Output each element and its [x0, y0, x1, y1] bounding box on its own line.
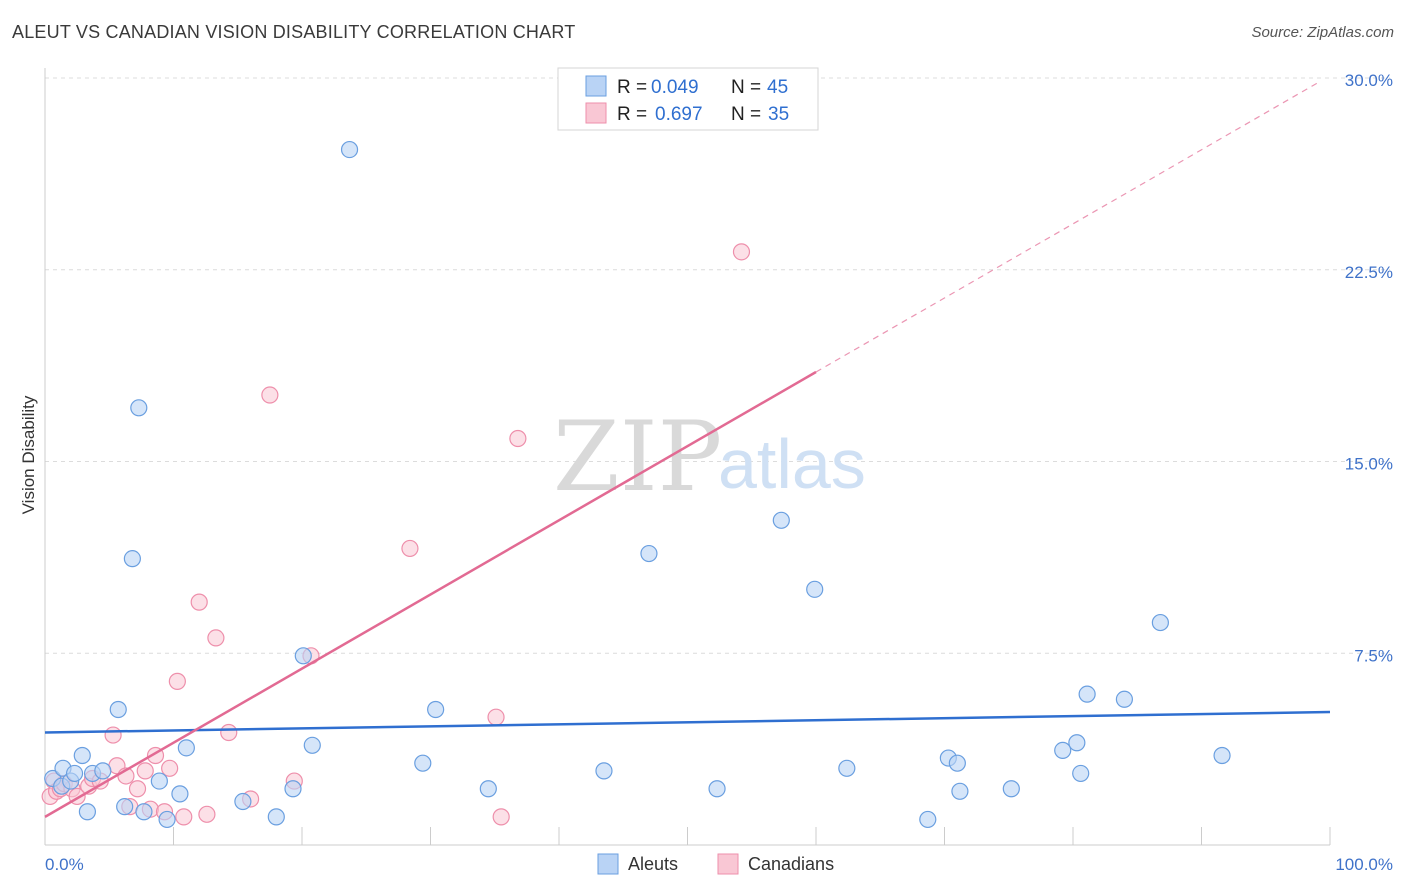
canadian-r-label: R = [617, 104, 647, 125]
watermark-zip: ZIP [553, 401, 722, 513]
tick-labels: 7.5% 15.0% 22.5% 30.0% 0.0% 100.0% [45, 71, 1393, 874]
aleut-point [284, 780, 302, 798]
x-tick-label: 100.0% [1335, 855, 1393, 874]
aleut-point [1068, 734, 1086, 752]
watermark: ZIP atlas [553, 401, 866, 513]
aleut-point [171, 785, 189, 803]
source-credit: Source: ZipAtlas.com [1251, 24, 1394, 41]
aleut-r-label: R = [617, 77, 647, 98]
aleut-point [919, 810, 937, 829]
aleut-point [158, 810, 176, 829]
aleut-point [116, 798, 134, 816]
canadian-point [487, 708, 505, 726]
canadian-point [198, 805, 216, 823]
aleut-point [806, 580, 824, 598]
aleut-point [267, 808, 285, 826]
aleut-n-value: 45 [767, 77, 788, 98]
y-tick-label: 22.5% [1345, 263, 1393, 282]
aleut-point [640, 544, 658, 563]
aleut-point [1072, 764, 1090, 783]
aleut-point [73, 746, 91, 765]
y-tick-label: 15.0% [1345, 455, 1393, 474]
series-legend: Aleuts Canadians [597, 853, 834, 875]
axis-layer [44, 68, 1331, 846]
aleut-point [150, 772, 168, 790]
y-tick-label: 7.5% [1354, 646, 1393, 665]
aleut-point [135, 803, 153, 821]
aleut-point [234, 792, 252, 811]
aleut-point [1213, 746, 1231, 765]
canadian-n-label: N = [731, 104, 761, 125]
canadian-point [492, 808, 510, 826]
chart-title: ALEUT VS CANADIAN VISION DISABILITY CORR… [12, 22, 576, 42]
aleuts-legend-label: Aleuts [628, 854, 678, 874]
aleut-point [427, 700, 445, 719]
canadian-point [136, 762, 154, 780]
canadian-point [401, 539, 419, 558]
aleut-point [65, 764, 84, 783]
aleut-point [838, 759, 856, 777]
aleut-point [94, 762, 112, 780]
aleut-r-value: 0.049 [651, 77, 699, 98]
aleuts-points [44, 140, 1231, 829]
aleut-point [1115, 690, 1134, 708]
aleut-point [1054, 741, 1072, 760]
aleuts-legend-swatch [597, 853, 619, 875]
canadian-point [128, 780, 147, 798]
canadian-n-value: 35 [768, 104, 789, 125]
y-tick-label: 30.0% [1345, 71, 1393, 90]
canadians-legend-label: Canadians [748, 854, 834, 874]
canadian-point [161, 759, 179, 777]
y-axis-label: Vision Disability [19, 395, 38, 514]
aleut-point [772, 511, 790, 529]
aleut-point [948, 754, 966, 772]
aleut-point [130, 399, 148, 417]
aleut-swatch [585, 75, 607, 97]
canadian-point [190, 593, 208, 611]
canadian-swatch [585, 102, 607, 124]
canadians-points [41, 243, 751, 826]
aleut-n-label: N = [731, 77, 761, 98]
aleut-point [177, 739, 195, 757]
aleut-point [708, 780, 726, 798]
stats-legend: R = 0.049 N = 45 R = 0.697 N = 35 [557, 67, 819, 131]
canadians-legend-swatch [717, 853, 739, 875]
trend-lines [44, 82, 1331, 818]
canadian-point [220, 723, 238, 742]
aleut-point [303, 736, 321, 754]
aleut-point [109, 700, 127, 719]
canadian-point [261, 386, 279, 404]
canadian-trend-line [44, 370, 817, 818]
canadian-point [732, 243, 751, 261]
canadian-point [168, 672, 186, 690]
aleut-trend-line [44, 710, 1331, 734]
canadian-point [207, 629, 225, 647]
grid-layer [45, 77, 1390, 654]
canadian-point [104, 726, 122, 744]
canadian-point [175, 808, 193, 826]
aleut-point [1002, 780, 1020, 798]
canadian-point [509, 429, 527, 448]
aleut-point [1078, 685, 1096, 703]
canadian-r-value: 0.697 [655, 104, 703, 125]
canadian-trend-extension [815, 82, 1318, 373]
aleut-point [340, 140, 359, 159]
aleut-point [294, 647, 312, 665]
aleut-point [479, 780, 497, 798]
aleut-point [1151, 613, 1169, 632]
aleut-point [78, 803, 97, 821]
aleut-point [414, 754, 432, 772]
aleut-point [123, 550, 141, 568]
x-tick-label: 0.0% [45, 855, 84, 874]
aleut-point [595, 762, 613, 780]
aleut-point [951, 782, 969, 800]
watermark-atlas: atlas [718, 425, 866, 503]
